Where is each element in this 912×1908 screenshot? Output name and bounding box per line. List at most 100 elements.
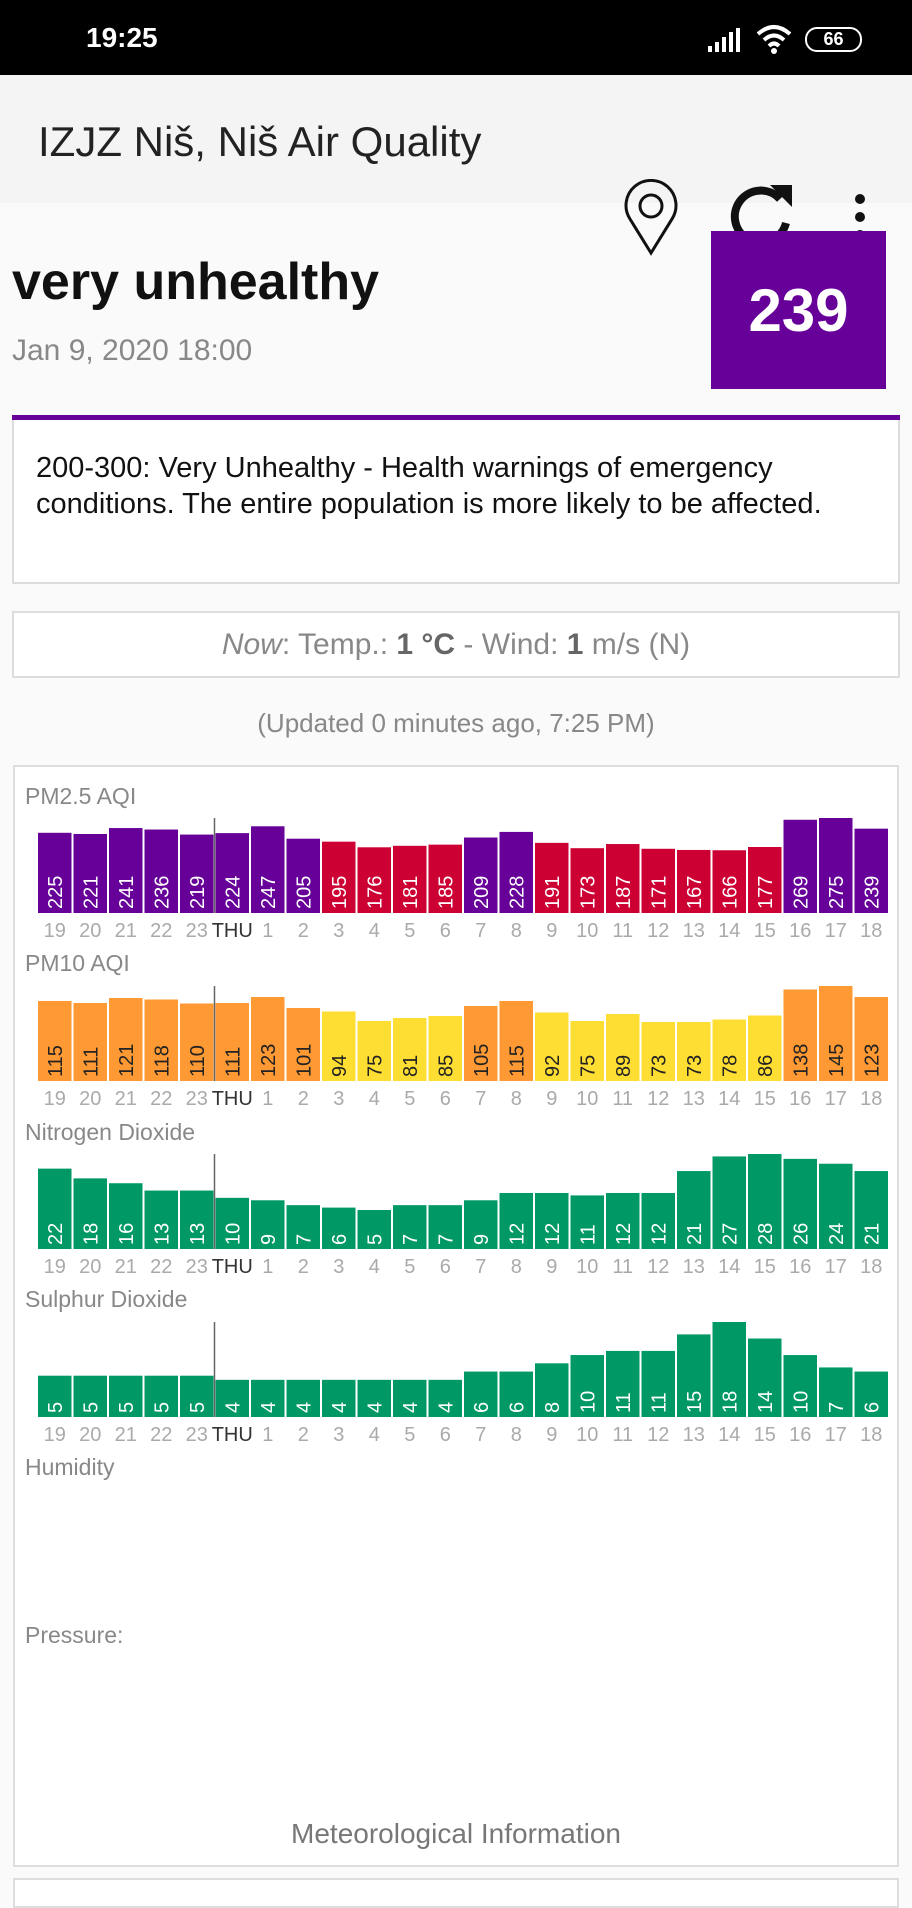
x-tick-label: 18 bbox=[860, 920, 882, 942]
x-tick-label: 8 bbox=[511, 920, 522, 942]
x-tick-label: 9 bbox=[546, 920, 557, 942]
bar-value-label: 4 bbox=[400, 1402, 422, 1413]
x-tick-label: 11 bbox=[612, 1088, 633, 1110]
bar bbox=[180, 834, 214, 913]
wind-value: 1 bbox=[566, 627, 584, 661]
bar bbox=[109, 998, 143, 1081]
bar-value-label: 6 bbox=[861, 1402, 883, 1413]
pressure-label: Pressure: bbox=[25, 1622, 124, 1648]
updated-status: (Updated 0 minutes ago, 7:25 PM) bbox=[257, 708, 655, 738]
bar-value-label: 115 bbox=[45, 1045, 67, 1077]
bar bbox=[393, 1018, 427, 1081]
bar bbox=[606, 1192, 640, 1249]
bar-value-label: 225 bbox=[45, 876, 67, 909]
x-tick-label: 11 bbox=[612, 1424, 633, 1446]
x-tick-label: 5 bbox=[404, 1256, 415, 1278]
x-tick-label: 13 bbox=[683, 1424, 705, 1446]
x-tick-label: 23 bbox=[186, 1256, 208, 1278]
x-tick-label: 3 bbox=[333, 1088, 344, 1110]
x-tick-label: 21 bbox=[115, 1256, 137, 1278]
bar-value-label: 4 bbox=[258, 1402, 280, 1413]
bar bbox=[499, 1371, 533, 1417]
bar-value-label: 110 bbox=[187, 1045, 209, 1077]
x-tick-label: 13 bbox=[683, 920, 705, 942]
x-tick-label: 15 bbox=[754, 920, 776, 942]
current-weather: Now: Temp.: 1 °C - Wind: 1 m/s (N) bbox=[12, 611, 900, 678]
bar bbox=[109, 828, 143, 913]
bar bbox=[464, 1006, 498, 1081]
bar bbox=[73, 1375, 107, 1417]
x-tick-label: 10 bbox=[576, 920, 598, 942]
bar-value-label: 13 bbox=[151, 1223, 173, 1245]
bar bbox=[464, 1200, 498, 1249]
bar-value-label: 81 bbox=[400, 1055, 422, 1077]
bar-value-label: 10 bbox=[790, 1391, 812, 1413]
health-description: 200-300: Very Unhealthy - Health warning… bbox=[12, 420, 900, 584]
bar bbox=[286, 1205, 320, 1249]
bar bbox=[38, 1001, 72, 1081]
meteo-card bbox=[13, 1878, 899, 1908]
x-tick-label: 20 bbox=[79, 1256, 101, 1278]
bar-value-label: 185 bbox=[435, 876, 457, 909]
humidity-label: Humidity bbox=[25, 1454, 115, 1480]
x-tick-label: 6 bbox=[440, 1424, 451, 1446]
bar-value-label: 171 bbox=[648, 876, 670, 909]
x-tick-label: 16 bbox=[789, 1256, 811, 1278]
x-tick-label: 2 bbox=[298, 1424, 309, 1446]
bar-value-label: 6 bbox=[506, 1402, 528, 1413]
bar bbox=[38, 1168, 72, 1249]
bar-value-label: 27 bbox=[719, 1223, 741, 1245]
bar-value-label: 4 bbox=[329, 1402, 351, 1413]
bar bbox=[535, 1012, 569, 1081]
x-tick-label: 2 bbox=[298, 1256, 309, 1278]
bar-value-label: 94 bbox=[329, 1055, 351, 1077]
bar bbox=[109, 1183, 143, 1249]
bar-value-label: 11 bbox=[613, 1392, 635, 1413]
x-tick-label: 6 bbox=[440, 920, 451, 942]
bar-value-label: 78 bbox=[719, 1055, 741, 1077]
bar bbox=[712, 1322, 746, 1417]
bar bbox=[748, 1338, 782, 1417]
bar bbox=[819, 1163, 853, 1249]
bar bbox=[215, 833, 249, 913]
bar-value-label: 187 bbox=[613, 876, 635, 909]
bar bbox=[322, 1379, 356, 1417]
x-tick-label: 18 bbox=[860, 1088, 882, 1110]
bar-chart: 1151911120121211182211023111THU123110129… bbox=[38, 986, 888, 1110]
chart-title: Nitrogen Dioxide bbox=[25, 1119, 196, 1145]
location-pin-icon[interactable] bbox=[622, 179, 680, 257]
x-tick-label: 14 bbox=[718, 1256, 740, 1278]
bar bbox=[535, 1192, 569, 1249]
bar-value-label: 5 bbox=[151, 1402, 173, 1413]
bar-value-label: 13 bbox=[187, 1223, 209, 1245]
x-tick-label: 23 bbox=[186, 920, 208, 942]
bar-value-label: 123 bbox=[258, 1044, 280, 1077]
measurement-date: Jan 9, 2020 18:00 bbox=[12, 334, 253, 367]
bar bbox=[215, 1197, 249, 1249]
bar-value-label: 22 bbox=[45, 1223, 67, 1245]
bar bbox=[783, 1158, 817, 1249]
x-tick-label: 7 bbox=[475, 920, 486, 942]
bar bbox=[570, 1355, 604, 1417]
bar-chart: 2219182016211322132310THU917263547576971… bbox=[38, 1154, 888, 1278]
bar-value-label: 7 bbox=[293, 1234, 315, 1245]
x-tick-label: 2 bbox=[298, 920, 309, 942]
wind-unit: m/s (N) bbox=[583, 627, 691, 661]
x-tick-label: 21 bbox=[115, 1088, 137, 1110]
bar-value-label: 115 bbox=[506, 1045, 528, 1077]
bar bbox=[180, 1003, 214, 1081]
chart-title: PM2.5 AQI bbox=[25, 783, 137, 809]
bar-value-label: 26 bbox=[790, 1223, 812, 1245]
bar bbox=[251, 1200, 285, 1249]
bar-value-label: 221 bbox=[80, 876, 102, 909]
bar-value-label: 75 bbox=[577, 1055, 599, 1077]
bar bbox=[748, 847, 782, 913]
bar bbox=[641, 1350, 675, 1417]
x-tick-label: 22 bbox=[150, 1088, 172, 1110]
x-tick-label: 10 bbox=[576, 1256, 598, 1278]
bar-value-label: 4 bbox=[364, 1402, 386, 1413]
bar bbox=[393, 1205, 427, 1249]
bar-value-label: 6 bbox=[471, 1402, 493, 1413]
bar-value-label: 241 bbox=[116, 876, 138, 909]
bar-value-label: 138 bbox=[790, 1044, 812, 1077]
